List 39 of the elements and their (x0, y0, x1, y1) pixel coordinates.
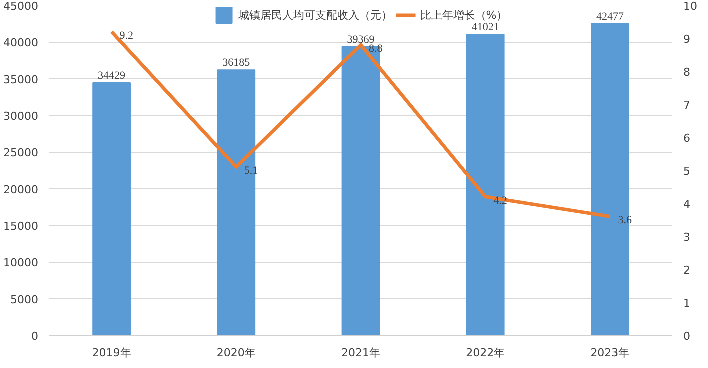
y-tick-label: 5000 (10, 293, 39, 306)
x-tick-label: 2019年 (92, 346, 132, 360)
data-label: 42477 (596, 11, 624, 23)
y-tick-label: 35000 (4, 73, 39, 86)
y-tick-label: 25000 (4, 146, 39, 160)
y-tick-label: 40000 (4, 36, 39, 50)
data-label: 34429 (98, 70, 126, 82)
x-tick-label: 2020年 (216, 346, 256, 360)
data-label: 9.2 (120, 30, 134, 42)
bar (92, 82, 131, 336)
bar (466, 34, 505, 336)
bar (217, 70, 256, 336)
bar (342, 46, 380, 336)
y-tick-label: 30000 (4, 110, 39, 123)
y2-tick-label: 5 (684, 165, 690, 178)
y-tick-label: 0 (32, 330, 38, 343)
data-label: 36185 (222, 57, 251, 70)
y2-tick-label: 7 (684, 99, 690, 112)
data-label: 39369 (347, 34, 376, 46)
y2-tick-label: 2 (684, 264, 690, 277)
data-label: 4.2 (494, 194, 508, 207)
legend-label: 城镇居民人均可支配收入（元） (238, 8, 392, 22)
y-tick-label: 20000 (4, 183, 39, 196)
y2-tick-label: 8 (684, 66, 690, 79)
y-tick-label: 10000 (4, 256, 39, 270)
x-tick-label: 2022年 (466, 346, 506, 360)
y2-tick-label: 1 (684, 297, 690, 310)
y2-tick-label: 0 (684, 330, 690, 343)
x-tick-label: 2021年 (342, 346, 381, 360)
legend-label: 比上年增长（%） (420, 8, 508, 22)
data-label: 41021 (472, 22, 500, 34)
y2-tick-label: 10 (684, 0, 698, 13)
y2-tick-label: 6 (684, 132, 690, 145)
y2-tick-label: 3 (684, 231, 690, 244)
y-tick-label: 15000 (4, 220, 39, 233)
x-tick-label: 2023年 (590, 346, 630, 360)
y-tick-label: 45000 (4, 0, 39, 13)
y2-tick-label: 4 (684, 198, 690, 211)
y2-tick-label: 9 (684, 33, 690, 46)
